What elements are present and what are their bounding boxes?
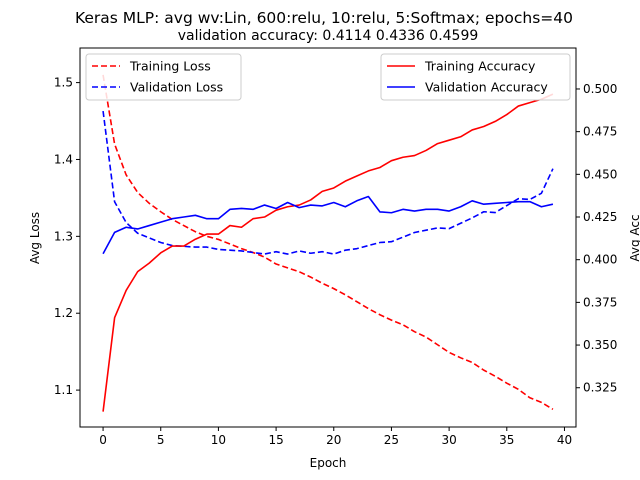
y-axis-right: 0.325 0.350 0.375 0.400 0.425 0.450 0.475 0.500 [576, 82, 617, 395]
y-axis-left-label: Avg Loss [28, 212, 42, 264]
y-left-tick-label: 1.1 [54, 383, 73, 397]
x-tick-label: 5 [157, 433, 165, 447]
legend-label-validation-loss: Validation Loss [130, 80, 223, 95]
x-tick-label: 10 [211, 433, 226, 447]
x-tick-label: 15 [268, 433, 283, 447]
y-right-tick-label: 0.325 [583, 381, 617, 395]
legend-label-training-loss: Training Loss [129, 59, 211, 74]
x-tick-label: 25 [384, 433, 399, 447]
x-tick-label: 30 [441, 433, 456, 447]
legend-right-box [380, 53, 571, 101]
x-axis-label: Epoch [310, 456, 347, 470]
y-right-tick-label: 0.425 [583, 210, 617, 224]
y-left-tick-label: 1.4 [54, 152, 73, 166]
series-line-validation-loss [102, 110, 554, 255]
y-right-tick-label: 0.350 [583, 338, 617, 352]
x-tick-label: 20 [326, 433, 341, 447]
legend-label-training-accuracy: Training Accuracy [424, 59, 536, 74]
legend-label-validation-accuracy: Validation Accuracy [425, 80, 548, 95]
series-line-training-accuracy [102, 93, 554, 412]
y-right-tick-label: 0.375 [583, 295, 617, 309]
chart-title: Keras MLP: avg wv:Lin, 600:relu, 10:relu… [75, 9, 573, 27]
x-tick-label: 40 [557, 433, 572, 447]
y-right-tick-label: 0.475 [583, 125, 617, 139]
y-right-tick-label: 0.400 [583, 253, 617, 267]
y-left-tick-label: 1.5 [54, 76, 73, 90]
legend-left: Training Loss Validation Loss [85, 53, 242, 101]
y-axis-right-label: Avg Acc [628, 214, 640, 261]
y-right-tick-label: 0.500 [583, 82, 617, 96]
y-left-tick-label: 1.3 [54, 229, 73, 243]
legend-right: Training Accuracy Validation Accuracy [380, 53, 571, 101]
chart-subtitle: validation accuracy: 0.4114 0.4336 0.459… [178, 28, 479, 44]
plot-area [102, 74, 554, 412]
x-tick-label: 35 [499, 433, 514, 447]
y-axis-left: 1.1 1.2 1.3 1.4 1.5 [54, 76, 80, 397]
x-tick-label: 0 [99, 433, 107, 447]
y-left-tick-label: 1.2 [54, 306, 73, 320]
x-axis: 0 5 10 15 20 25 30 35 40 [99, 427, 572, 447]
plot-frame [79, 47, 577, 428]
series-line-training-loss [102, 74, 554, 411]
series-line-validation-accuracy [102, 195, 554, 255]
legend-left-box [85, 53, 242, 101]
y-right-tick-label: 0.450 [583, 167, 617, 181]
